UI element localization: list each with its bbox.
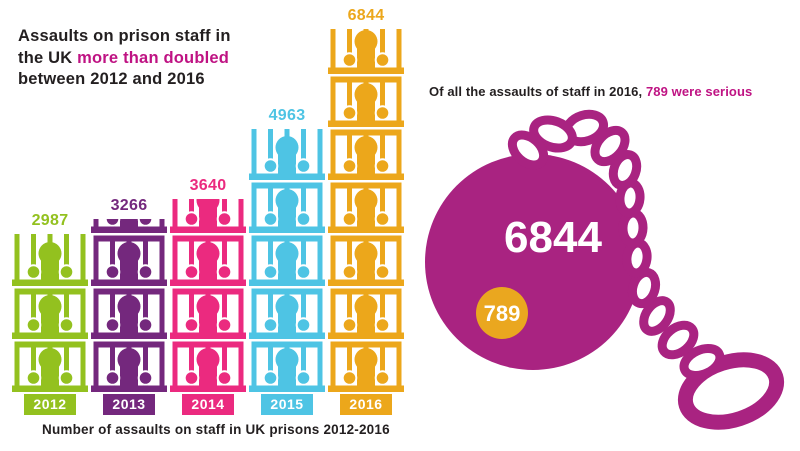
year-label-2015: 2015 (261, 394, 313, 415)
bar-2015 (249, 129, 325, 392)
year-label-2016: 2016 (340, 394, 392, 415)
bar-value-label-2012: 2987 (31, 212, 69, 229)
prisoner-cage-icon (328, 129, 404, 180)
prisoner-cage-icon (249, 341, 325, 392)
bar-2012 (12, 234, 88, 392)
headline-line3: between 2012 and 2016 (18, 70, 205, 88)
bar-2013 (91, 219, 167, 392)
year-label-2014: 2014 (182, 394, 234, 415)
serious-badge (476, 287, 528, 339)
prisoner-cage-icon (12, 341, 88, 392)
bar-value-label-2014: 3640 (189, 177, 227, 194)
prisoner-cage-icon (91, 341, 167, 392)
prisoner-cage-icon (328, 76, 404, 127)
bar-value-label-2015: 4963 (268, 107, 306, 124)
year-label-2013: 2013 (103, 394, 155, 415)
headline-highlight: more than doubled (77, 48, 230, 67)
prisoner-cage-icon (91, 288, 167, 339)
ball-and-chain-icon: 6844 789 (425, 109, 785, 430)
bar-2014 (170, 199, 246, 392)
year-label-2012: 2012 (24, 394, 76, 415)
prisoner-cage-icon (249, 288, 325, 339)
prisoner-cage-icon (170, 341, 246, 392)
bar-value-label-2016: 6844 (347, 7, 385, 24)
prisoner-cage-icon (170, 288, 246, 339)
prisoner-cage-icon (170, 199, 246, 233)
headline: Assaults on prison staff in the UK more … (18, 26, 328, 91)
prisoner-cage-icon (91, 235, 167, 286)
prisoner-cage-icon (12, 288, 88, 339)
prisoner-cage-icon (170, 235, 246, 286)
assaults-pictogram-chart: 2987 2012 (12, 7, 404, 415)
prisoner-cage-icon (249, 129, 325, 180)
prisoner-cage-icon (249, 182, 325, 233)
ball-icon (425, 154, 641, 370)
prisoner-cage-icon (12, 234, 88, 286)
chain-icon (507, 109, 725, 381)
prisoner-cage-icon (328, 288, 404, 339)
prisoner-cage-icon (249, 235, 325, 286)
stat-black: Of all the assaults of staff in 2016, (429, 84, 646, 99)
ball-total-label: 6844 (504, 213, 602, 262)
serious-badge-label: 789 (484, 301, 521, 326)
headline-line2-black: the UK (18, 48, 78, 67)
prisoner-cage-icon (328, 235, 404, 286)
partial-cage (249, 129, 325, 180)
serious-stat-line: Of all the assaults of staff in 2016, 78… (429, 84, 752, 99)
prisoner-cage-icon (328, 29, 404, 74)
partial-cage (91, 219, 167, 233)
stat-highlight: 789 were serious (645, 84, 753, 99)
bar-value-label-2013: 3266 (110, 197, 148, 214)
prisoner-cage-icon (91, 219, 167, 233)
headline-line1: Assaults on prison staff in (18, 27, 231, 45)
prisoner-cage-icon (328, 341, 404, 392)
partial-cage (12, 234, 88, 286)
partial-cage (328, 29, 404, 74)
prisoner-cage-icon (328, 182, 404, 233)
chart-caption: Number of assaults on staff in UK prison… (42, 422, 390, 437)
partial-cage (170, 199, 246, 233)
bar-2016 (328, 29, 404, 392)
